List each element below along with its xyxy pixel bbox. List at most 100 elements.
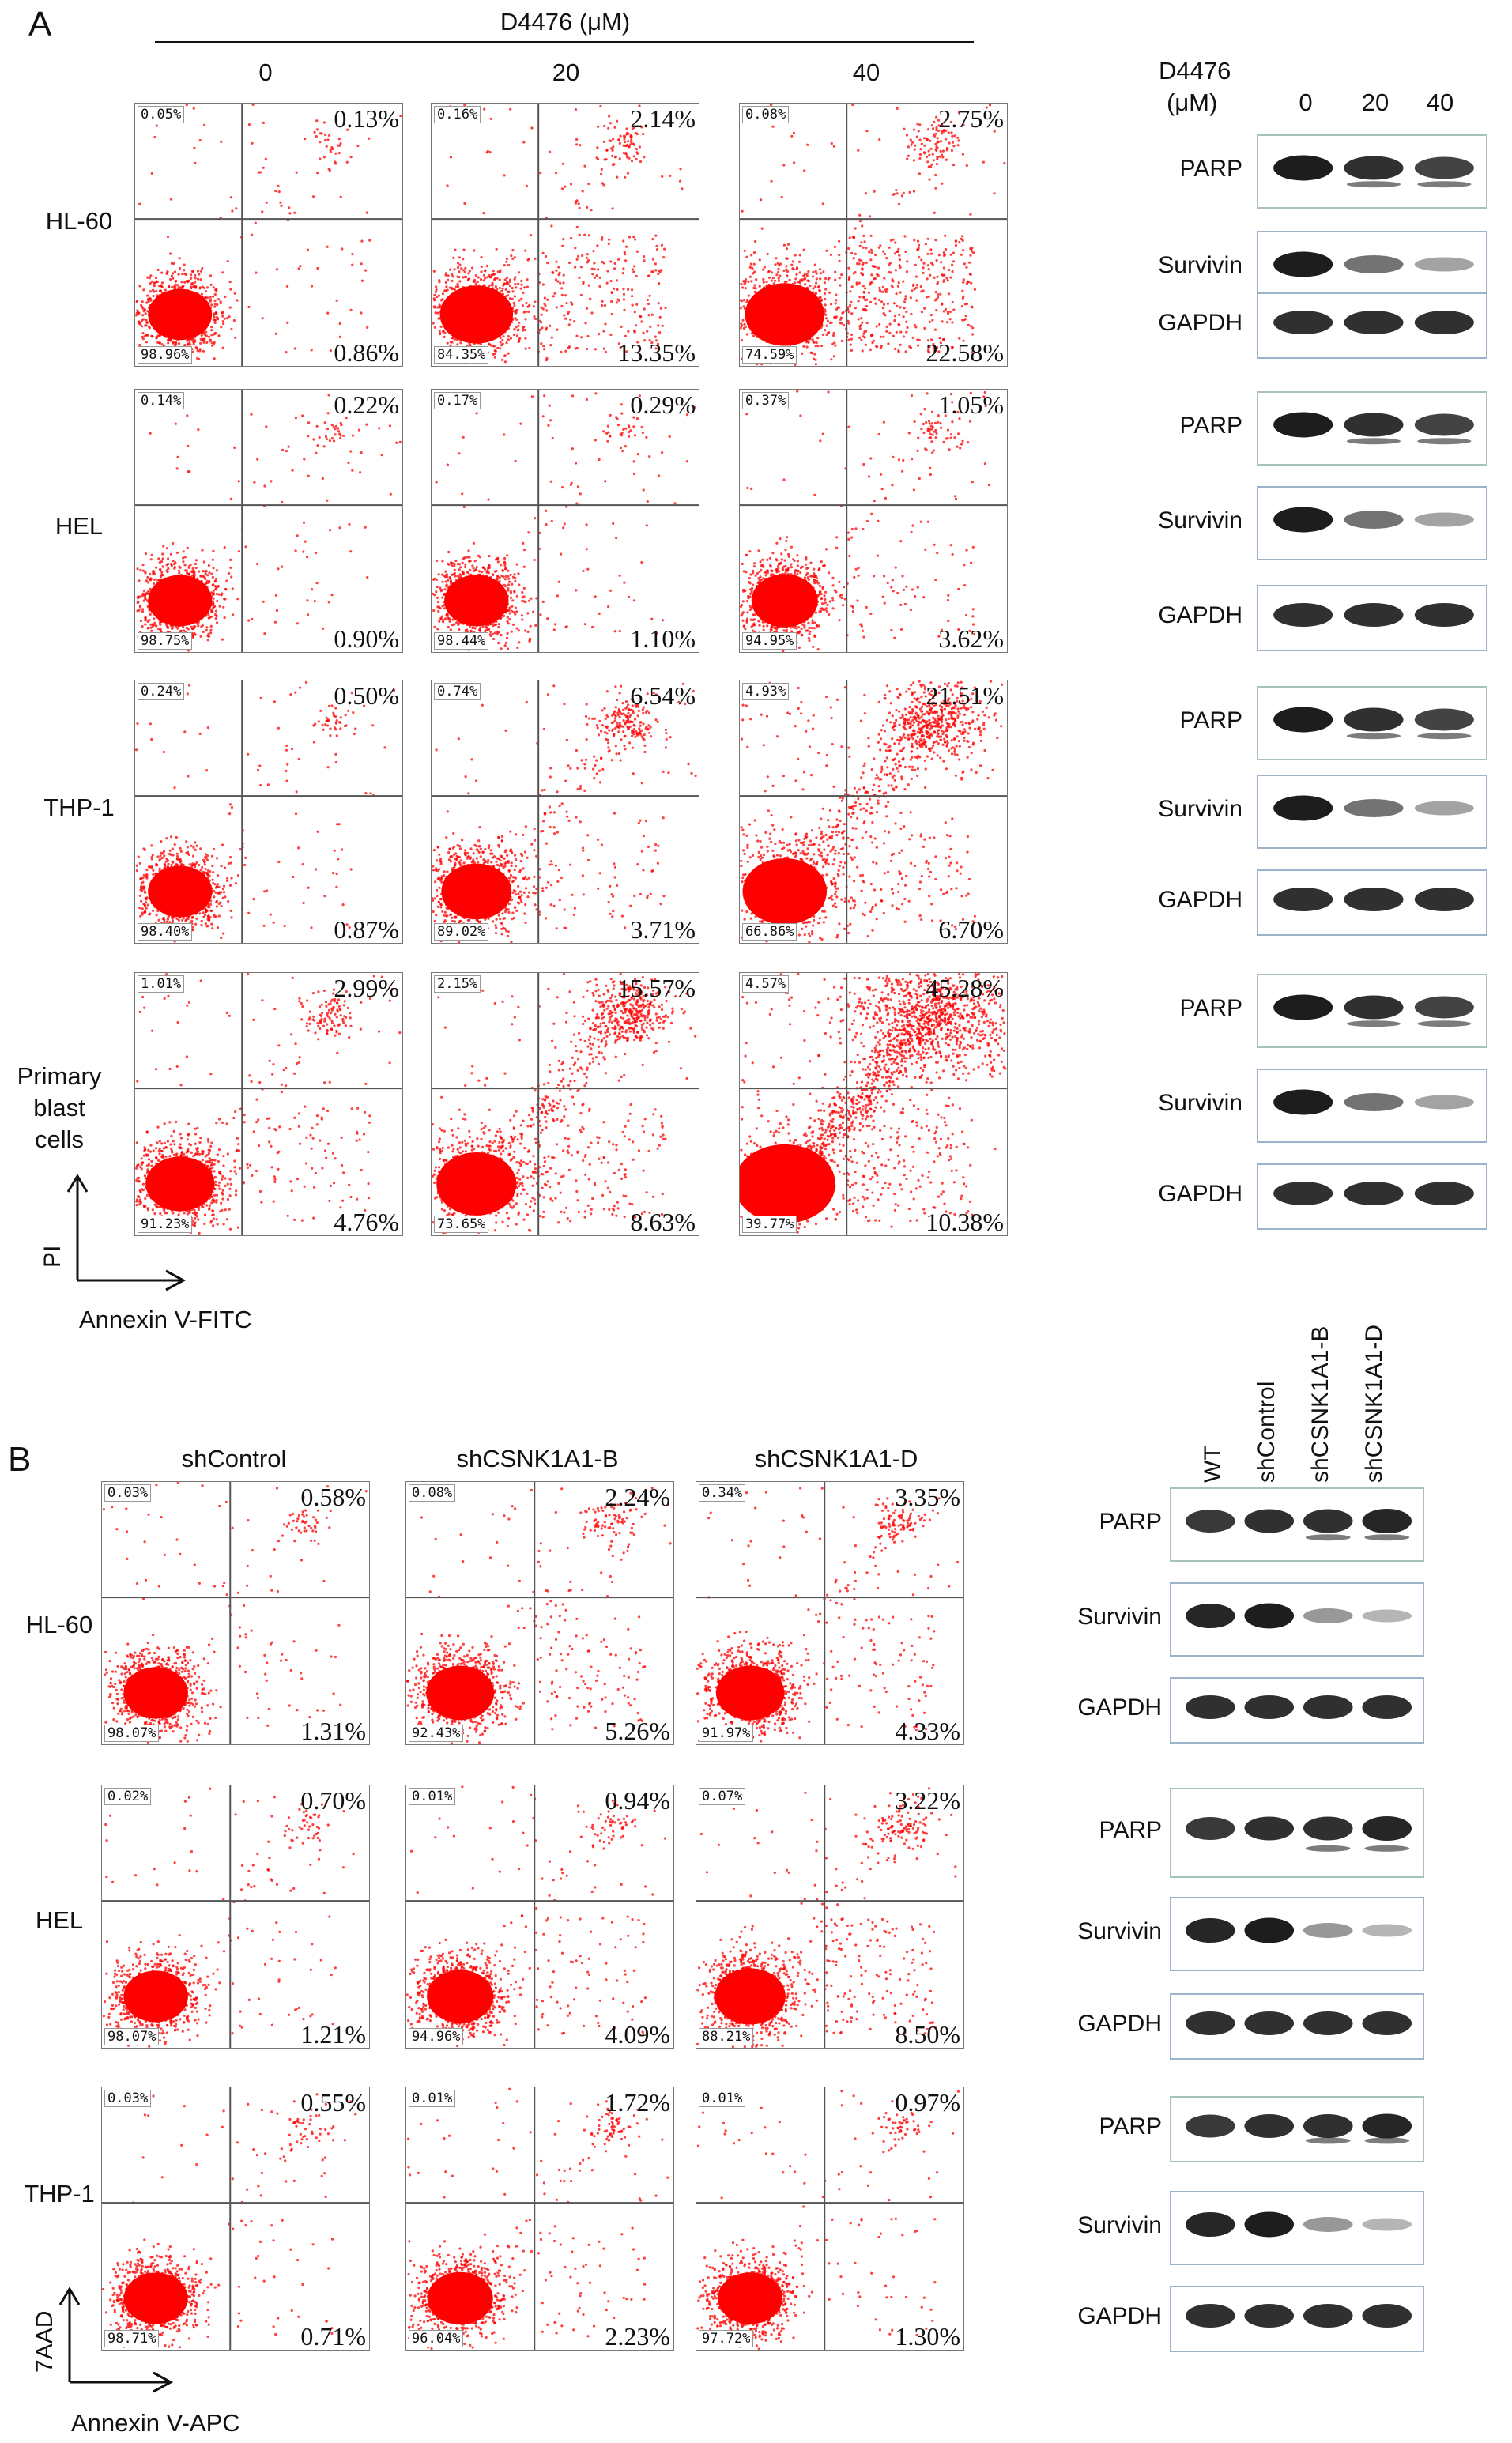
a-blot-6-cleaved-band-1 bbox=[1346, 733, 1401, 740]
b-blot-4-band-1 bbox=[1244, 1917, 1295, 1943]
a-flow-plot-r3-c0-events bbox=[135, 973, 402, 1235]
b-blot-label-6: PARP bbox=[1027, 2113, 1162, 2140]
a-flow-plot-r0-c2: 0.08% 2.75% 74.59% 22.58% bbox=[739, 103, 1008, 367]
b-flow-plot-r1-c0-events bbox=[102, 1787, 355, 2048]
b-blot-3-band-0 bbox=[1185, 1817, 1235, 1840]
a-flow-plot-r2-c2-ur-percent: 21.51% bbox=[926, 682, 1004, 709]
b-blot-7-band-3 bbox=[1362, 2218, 1412, 2231]
a-flow-plot-r1-c1-ul-percent: 0.17% bbox=[434, 392, 481, 409]
a-blot-4-band-1 bbox=[1344, 511, 1404, 529]
a-blot-label-4: Survivin bbox=[1107, 507, 1242, 534]
b-blot-label-2: GAPDH bbox=[1027, 1695, 1162, 1721]
a-blot-parp-9 bbox=[1257, 974, 1487, 1048]
a-flow-plot-r1-c0: 0.14% 0.22% 98.75% 0.90% bbox=[134, 389, 403, 653]
b-blot-5-band-3 bbox=[1362, 2011, 1412, 2035]
a-blot-6-cleaved-band-2 bbox=[1417, 733, 1472, 740]
b-blot-5-band-0 bbox=[1185, 2011, 1235, 2035]
a-flow-plot-r3-c1-scatter bbox=[432, 973, 699, 1235]
a-flow-plot-r3-c0-ur-percent: 2.99% bbox=[334, 975, 399, 1001]
a-flow-plot-r2-c1-ll-percent: 89.02% bbox=[434, 923, 489, 941]
b-blot-3-cleaved-band-2 bbox=[1305, 1845, 1351, 1852]
b-flow-plot-r2-c2-lr-percent: 1.30% bbox=[895, 2323, 960, 2350]
a-flow-plot-r1-c2-scatter bbox=[740, 390, 1007, 652]
a-blot-label-11: GAPDH bbox=[1107, 1181, 1242, 1208]
a-flow-plot-r1-c1-scatter bbox=[432, 390, 699, 652]
row-label-hel: HEL bbox=[24, 511, 134, 542]
a-flow-plot-r1-c0-main-population bbox=[148, 575, 213, 627]
a-flow-plot-r0-c1-events bbox=[432, 104, 690, 365]
a-flow-plot-r3-c1-ll-percent: 73.65% bbox=[434, 1216, 489, 1233]
treatment-title: D4476 (μM) bbox=[500, 8, 630, 36]
panel-b-x-axis-label: Annexin V-APC bbox=[71, 2409, 240, 2437]
b-blot-6-cleaved-band-2 bbox=[1305, 2137, 1351, 2144]
a-flow-plot-r2-c1-main-population bbox=[441, 863, 512, 920]
b-blot-2-band-3 bbox=[1362, 1695, 1412, 1719]
b-flow-plot-r0-c1-ur-percent: 2.24% bbox=[605, 1484, 670, 1510]
a-flow-plot-r2-c2-events bbox=[740, 680, 1004, 943]
b-flow-plot-r2-c1: 0.01% 1.72% 96.04% 2.23% bbox=[405, 2087, 674, 2351]
b-flow-plot-r2-c0-events bbox=[102, 2093, 357, 2349]
a-flow-plot-r2-c1: 0.74% 6.54% 89.02% 3.71% bbox=[431, 680, 699, 944]
b-flow-plot-r2-c2-ll-percent: 97.72% bbox=[699, 2330, 754, 2347]
b-blot-2-band-0 bbox=[1185, 1695, 1235, 1719]
b-flow-plot-r0-c0-lr-percent: 1.31% bbox=[300, 1717, 366, 1744]
a-blot-label-8: GAPDH bbox=[1107, 887, 1242, 914]
a-blot-4-band-2 bbox=[1414, 512, 1474, 527]
b-blot-7-band-0 bbox=[1185, 2212, 1235, 2237]
a-flow-plot-r2-c1-ul-percent: 0.74% bbox=[434, 683, 481, 700]
a-blot-7-band-1 bbox=[1344, 799, 1404, 817]
b-blot-1-band-3 bbox=[1362, 1609, 1412, 1623]
b-blot-survivin-1 bbox=[1170, 1582, 1424, 1657]
a-blot-survivin-7 bbox=[1257, 775, 1487, 849]
a-flow-plot-r2-c2-main-population bbox=[742, 858, 828, 925]
b-blot-label-4: Survivin bbox=[1027, 1918, 1162, 1945]
b-flow-plot-r1-c2-scatter bbox=[696, 1785, 963, 2048]
b-flow-plot-r1-c2-events bbox=[696, 1787, 957, 2048]
a-flow-plot-r3-c2-main-population bbox=[740, 1144, 835, 1223]
a-flow-plot-r2-c1-ur-percent: 6.54% bbox=[630, 682, 696, 709]
b-blot-1-band-2 bbox=[1303, 1608, 1353, 1623]
a-flow-plot-r3-c1-lr-percent: 8.63% bbox=[630, 1208, 696, 1235]
b-flow-plot-r2-c0: 0.03% 0.55% 98.71% 0.71% bbox=[101, 2087, 370, 2351]
a-blot-2-band-2 bbox=[1414, 311, 1474, 334]
a-blot-label-1: Survivin bbox=[1107, 252, 1242, 279]
b-blot-6-band-1 bbox=[1244, 2114, 1295, 2138]
a-flow-plot-r3-c0-ll-percent: 91.23% bbox=[138, 1216, 193, 1233]
b-blot-label-3: PARP bbox=[1027, 1817, 1162, 1844]
a-flow-plot-r2-c2-lr-percent: 6.70% bbox=[938, 916, 1004, 943]
a-flow-plot-r0-c1-scatter bbox=[432, 104, 699, 366]
a-flow-plot-r1-c1-ll-percent: 98.44% bbox=[434, 632, 489, 650]
b-blot-5-band-2 bbox=[1303, 2011, 1353, 2035]
b-flow-plot-r2-c1-ll-percent: 96.04% bbox=[409, 2330, 464, 2347]
a-blot-label-2: GAPDH bbox=[1107, 310, 1242, 337]
b-flow-plot-r0-c2-ur-percent: 3.35% bbox=[895, 1484, 960, 1510]
b-flow-plot-r0-c0-events bbox=[102, 1482, 368, 1744]
b-blot-parp-3 bbox=[1170, 1788, 1424, 1878]
b-flow-plot-r1-c1-ll-percent: 94.96% bbox=[409, 2028, 464, 2045]
b-blot-label-1: Survivin bbox=[1027, 1604, 1162, 1631]
a-flow-plot-r1-c1-lr-percent: 1.10% bbox=[630, 625, 696, 652]
a-blot-3-cleaved-band-2 bbox=[1417, 438, 1472, 445]
a-blot-5-band-1 bbox=[1344, 603, 1404, 627]
b-flow-plot-r0-c2-ul-percent: 0.34% bbox=[699, 1484, 746, 1502]
a-flow-plot-r2-c2-ll-percent: 66.86% bbox=[742, 923, 797, 941]
blot-a-title-top: D4476 bbox=[1159, 57, 1231, 85]
a-flow-plot-r3-c0-main-population bbox=[145, 1156, 215, 1212]
a-blot-label-6: PARP bbox=[1107, 707, 1242, 734]
b-flow-plot-r2-c0-scatter bbox=[102, 2087, 369, 2350]
b-flow-plot-r1-c0-scatter bbox=[102, 1785, 369, 2048]
a-blot-label-9: PARP bbox=[1107, 995, 1242, 1022]
a-flow-plot-r1-c1: 0.17% 0.29% 98.44% 1.10% bbox=[431, 389, 699, 653]
a-blot-5-band-2 bbox=[1414, 603, 1474, 627]
b-flow-plot-r0-c1-ul-percent: 0.08% bbox=[409, 1484, 456, 1502]
a-blot-9-cleaved-band-1 bbox=[1346, 1020, 1401, 1027]
a-blot-0-band-1 bbox=[1344, 156, 1404, 180]
col-header-20: 20 bbox=[552, 58, 579, 87]
a-blot-8-band-0 bbox=[1273, 888, 1333, 911]
b-flow-plot-r2-c1-main-population bbox=[427, 2271, 493, 2325]
b-flow-plot-r1-c0-ul-percent: 0.02% bbox=[104, 1788, 152, 1805]
a-blot-9-band-2 bbox=[1414, 996, 1474, 1019]
b-flow-plot-r0-c2-main-population bbox=[715, 1665, 785, 1721]
a-flow-plot-r3-c1-ur-percent: 15.57% bbox=[617, 975, 696, 1001]
b-flow-plot-r2-c1-lr-percent: 2.23% bbox=[605, 2323, 670, 2350]
